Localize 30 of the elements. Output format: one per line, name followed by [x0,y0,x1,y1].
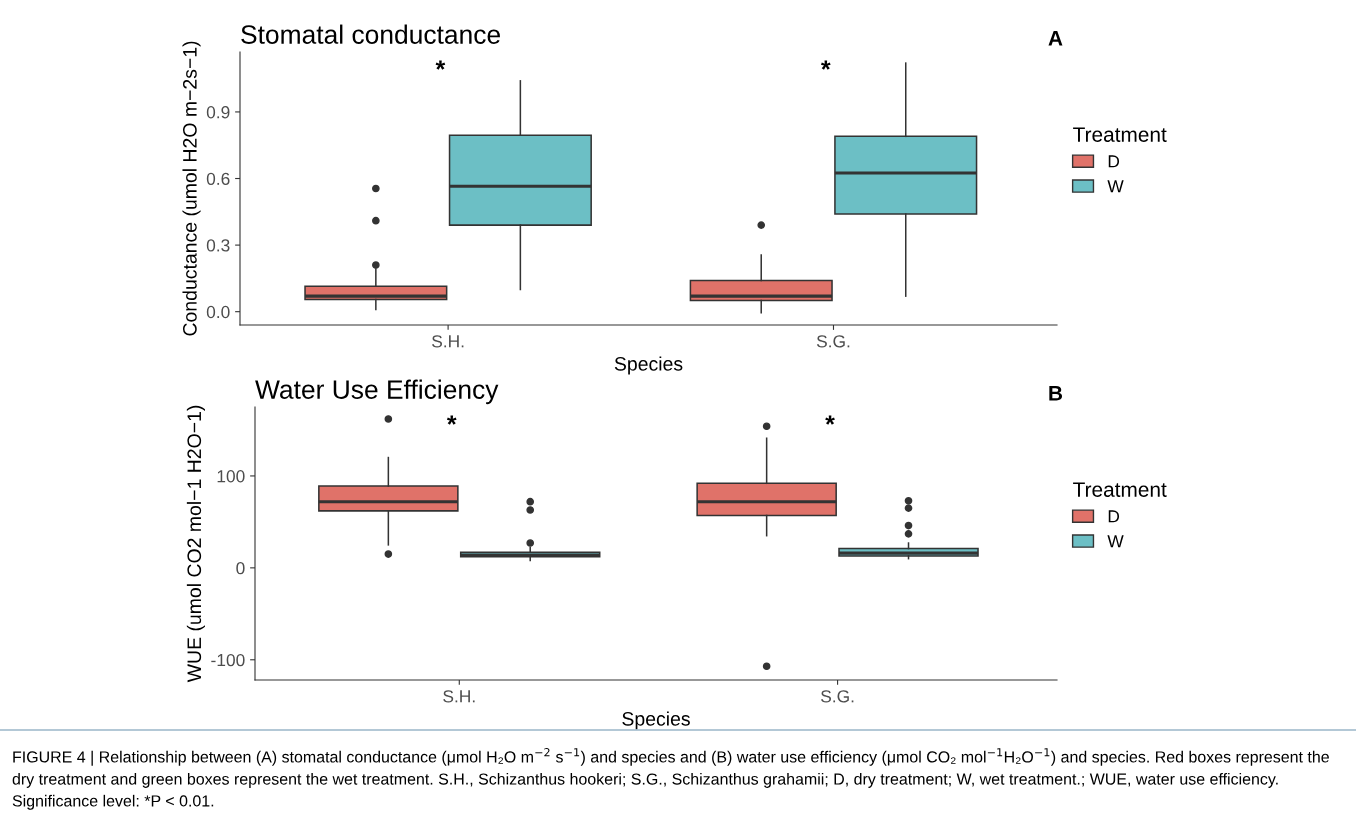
y-tick-label: 0.0 [206,305,230,319]
legend-label: W [1107,180,1124,193]
annotation: * [435,60,446,70]
x-axis-title: Species [622,711,690,730]
y-axis-title: WUE (umol CO2 mol−1 H2O−1) [186,405,205,683]
x-tick-label: S.G. [821,690,854,703]
text: B [1049,386,1063,401]
chart-title: Water Use Efficiency [255,379,499,405]
legend-title: Treatment [1073,127,1167,142]
x-tick-label: S.H. [443,690,475,703]
y-tick-label: 100 [217,470,245,483]
chart-title: Stomatal conductance [241,24,500,44]
y-tick-label: 0.3 [206,239,230,252]
legend-label: W [1107,535,1124,548]
x-axis-title: Species [614,356,683,375]
y-tick-label: 0 [236,562,245,575]
text: FIGURE 4 | Relationship between (A) stomatal conductance (μmol H₂O m$^{−2}$ s$^{−1}$) and species and (B) water use efficiency (μmol CO₂ mol$^{−1}$H₂O$^{−1}$) and species. Red boxes represent the dry treatment and green boxes represent the wet treatment. S.H., Schizanthus hookeri; S.G., Schizanthus grahamii; D, dry treatment; W, wet treatment.; WUE, water use efficiency. Significance level: *P < 0.01. [12,748,1329,810]
annotation: * [825,415,835,425]
text: A [1048,31,1063,46]
legend-label: D [1108,155,1120,168]
y-tick-label: 0.6 [206,172,230,185]
y-axis-title: Conductance (umol H2O m−2s−1) [182,41,201,336]
legend-title: Treatment [1073,482,1167,497]
y-tick-label: -100 [211,653,245,667]
annotation: * [446,415,457,425]
x-tick-label: S.H. [432,335,464,348]
x-tick-label: S.G. [816,335,850,348]
y-tick-label: 0.9 [206,106,230,119]
annotation: * [820,60,831,70]
legend-label: D [1108,510,1120,523]
